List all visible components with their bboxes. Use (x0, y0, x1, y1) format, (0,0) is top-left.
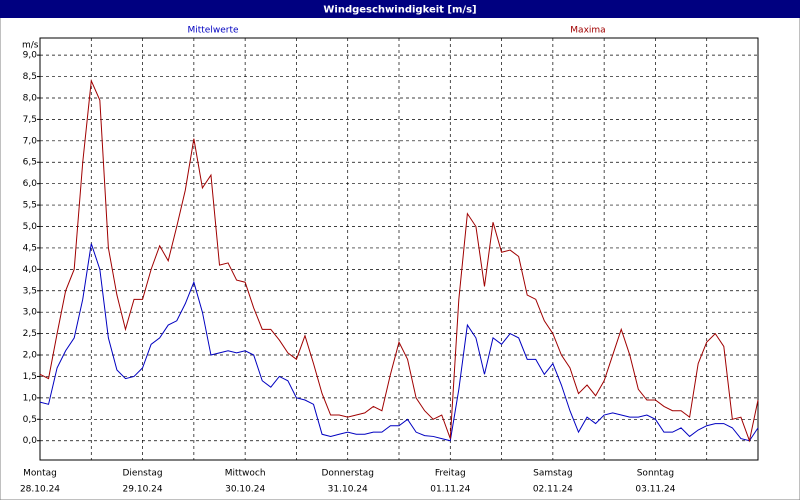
y-tick-label: 4,0 (23, 265, 38, 275)
chart-title: Windgeschwindigkeit [m/s] (323, 5, 476, 16)
x-tick-date: 28.10.24 (20, 485, 60, 495)
y-tick-label: 3,5 (23, 286, 37, 296)
x-tick-date: 30.10.24 (225, 485, 265, 495)
legend-entry: Maxima (570, 26, 605, 36)
y-tick-label: 5,0 (23, 222, 38, 232)
series-line (39, 243, 759, 442)
y-tick-label: 5,5 (23, 201, 37, 211)
y-tick-label: 8,5 (23, 72, 37, 82)
y-tick-label: 2,5 (23, 329, 37, 339)
y-tick-label: 0,0 (23, 436, 38, 446)
y-tick-label: 0,5 (23, 415, 37, 425)
x-tick-label: Samstag (533, 469, 572, 479)
legend-entry: Mittelwerte (187, 26, 238, 36)
y-tick-label: 4,5 (23, 243, 37, 253)
x-tick-label: Donnerstag (321, 469, 374, 479)
title-bar (0, 0, 800, 18)
x-tick-date: 01.11.24 (430, 485, 470, 495)
y-tick-label: 1,0 (23, 393, 38, 403)
x-tick-label: Montag (23, 469, 57, 479)
x-tick-label: Mittwoch (225, 469, 266, 479)
y-axis-label: m/s (22, 41, 39, 51)
x-tick-date: 31.10.24 (328, 485, 368, 495)
y-tick-label: 3,0 (23, 308, 38, 318)
x-tick-label: Dienstag (123, 469, 163, 479)
x-tick-date: 03.11.24 (635, 485, 675, 495)
y-tick-label: 8,0 (23, 93, 38, 103)
y-tick-label: 6,0 (23, 179, 38, 189)
x-tick-label: Freitag (435, 469, 466, 479)
series-line (39, 78, 759, 443)
x-tick-date: 29.10.24 (123, 485, 163, 495)
y-tick-label: 7,0 (23, 136, 38, 146)
y-tick-label: 6,5 (23, 158, 37, 168)
y-tick-label: 1,5 (23, 372, 37, 382)
x-tick-label: Sonntag (637, 469, 674, 479)
y-tick-label: 2,0 (23, 351, 38, 361)
x-tick-date: 02.11.24 (533, 485, 573, 495)
y-tick-label: 9,0 (23, 51, 38, 61)
y-tick-label: 7,5 (23, 115, 37, 125)
